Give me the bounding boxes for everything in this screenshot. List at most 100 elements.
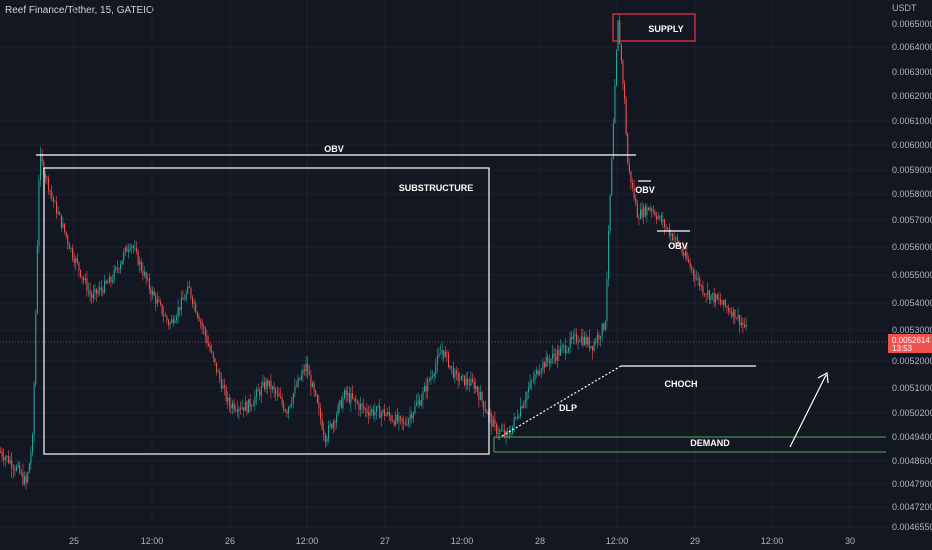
candle-body <box>395 414 397 425</box>
candle-body <box>529 382 531 388</box>
candle-body <box>644 206 646 216</box>
candle-body <box>574 334 576 336</box>
candle-body <box>430 376 432 380</box>
candle-body <box>475 386 477 389</box>
candle-body <box>676 237 678 242</box>
candle-body <box>190 287 192 298</box>
candle-body <box>123 252 125 261</box>
candle-body <box>51 191 53 197</box>
candle-body <box>176 316 178 321</box>
candle-body <box>443 350 445 357</box>
candle-body <box>552 353 554 359</box>
candle-body <box>507 431 509 434</box>
price-tick-label: 0.0059000 <box>892 165 932 175</box>
candle-body <box>596 334 598 343</box>
candle-body <box>585 336 587 345</box>
candle-body <box>316 395 318 403</box>
candle-body <box>107 282 109 284</box>
candle-body <box>734 309 736 319</box>
price-tick-label: 0.0058000 <box>892 189 932 199</box>
candle-body <box>632 182 634 187</box>
candle-body <box>262 382 264 387</box>
candle-body <box>643 206 645 218</box>
candle-body <box>281 397 283 404</box>
price-tick-label: 0.0055000 <box>892 270 932 280</box>
candle-body <box>521 406 523 409</box>
candle-body <box>312 382 314 388</box>
candle-body <box>428 379 430 381</box>
candle-body <box>89 290 91 295</box>
candle-body <box>345 390 347 396</box>
candle-body <box>25 475 27 483</box>
candle-body <box>200 321 202 323</box>
candle-body <box>134 247 136 249</box>
grid-lines <box>0 0 888 528</box>
candle-body <box>278 393 280 397</box>
candle-body <box>129 247 131 250</box>
candle-body <box>340 400 342 408</box>
candle-body <box>436 356 438 366</box>
price-tick-label: 0.0062000 <box>892 91 932 101</box>
candle-body <box>592 346 594 351</box>
demand-label: DEMAND <box>690 438 730 448</box>
candle-body <box>48 177 50 191</box>
time-tick-label: 27 <box>380 536 390 546</box>
candle-body <box>617 20 619 51</box>
candle-body <box>528 387 530 393</box>
candle-body <box>456 370 458 374</box>
candle-body <box>350 393 352 403</box>
candle-body <box>584 336 586 345</box>
candle-body <box>265 380 267 390</box>
candle-body <box>737 315 739 319</box>
candle-body <box>288 407 290 414</box>
candle-body <box>296 385 298 387</box>
candle-body <box>11 460 13 469</box>
time-axis[interactable]: 25 12:00 26 12:00 27 12:00 28 12:00 29 12:00 30 <box>69 536 855 546</box>
candle-body <box>180 297 182 310</box>
candle-body <box>392 420 394 422</box>
price-axis[interactable]: USDT 0.0065000 0.0064000 0.0063000 0.0062000… <box>888 0 932 550</box>
candle-body <box>556 349 558 361</box>
candle-body <box>192 297 194 304</box>
price-tick-label: 0.0049400 <box>892 432 932 442</box>
candle-body <box>600 336 602 339</box>
candle-body <box>299 378 301 380</box>
candle-body <box>518 416 520 419</box>
candle-body <box>344 390 346 398</box>
candle-body <box>609 195 611 231</box>
candle-body <box>425 385 427 392</box>
candle-body <box>740 322 742 326</box>
candle-body <box>232 403 234 409</box>
candle-body <box>172 318 174 324</box>
price-tick-label: 0.0054000 <box>892 298 932 308</box>
candle-body <box>379 406 381 419</box>
candle-body <box>57 212 59 214</box>
candle-body <box>70 248 72 249</box>
candle-body <box>155 295 157 304</box>
candle-body <box>576 334 578 343</box>
candle-body <box>171 318 173 323</box>
candle-body <box>329 423 331 426</box>
candle-body <box>201 322 203 327</box>
candle-body <box>723 299 725 305</box>
candle-body <box>92 292 94 299</box>
candle-body <box>136 247 138 252</box>
candle-body <box>185 292 187 300</box>
candle-body <box>67 236 69 244</box>
candle-body <box>360 404 362 410</box>
candle-body <box>544 362 546 368</box>
candle-body <box>158 299 160 302</box>
candle-body <box>177 307 179 317</box>
candle-body <box>665 226 667 228</box>
candle-body <box>225 386 227 401</box>
candle-body <box>187 286 189 293</box>
candle-body <box>408 419 410 425</box>
candle-body <box>694 274 696 280</box>
candle-body <box>718 298 720 300</box>
candle-body <box>251 406 253 407</box>
candle-body <box>403 422 405 423</box>
candle-body <box>568 348 570 352</box>
candle-body <box>9 460 11 463</box>
candle-body <box>321 418 323 430</box>
